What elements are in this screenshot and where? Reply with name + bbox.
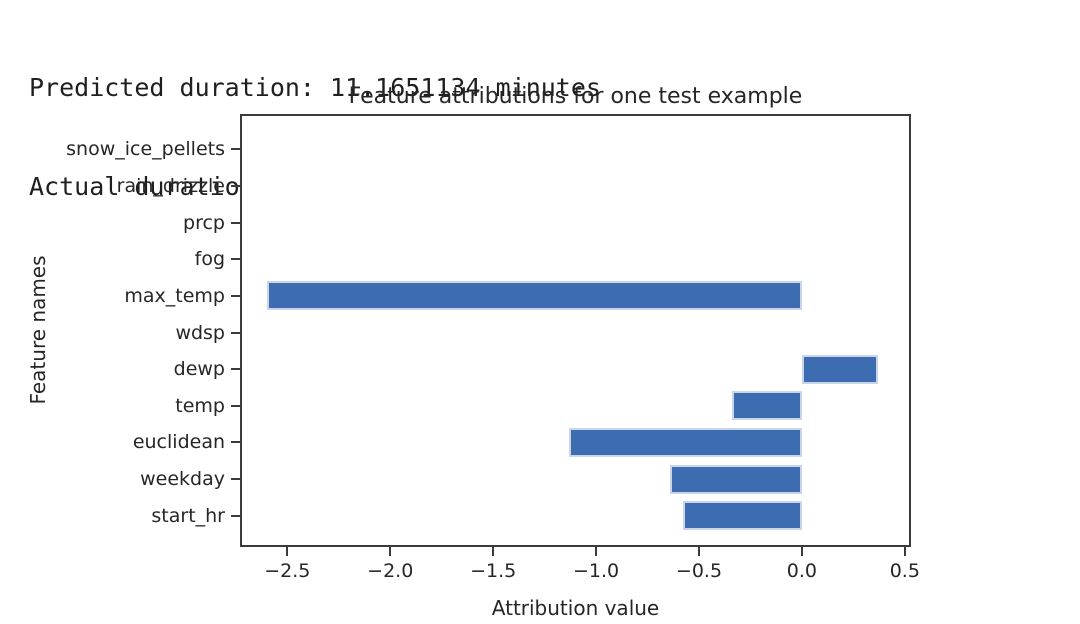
- x-tick-mark: [697, 547, 700, 556]
- y-tick-label: weekday: [140, 468, 225, 491]
- bar-temp: [731, 391, 802, 421]
- y-tick-mark: [231, 294, 240, 297]
- y-tick-label: fog: [194, 248, 225, 271]
- x-tick-mark: [595, 547, 598, 556]
- chart-title: Feature attributions for one test exampl…: [348, 84, 803, 109]
- y-tick-mark: [231, 404, 240, 407]
- bar-euclidean: [569, 427, 802, 457]
- x-tick-label: −0.5: [675, 560, 723, 582]
- x-tick-label: −2.0: [367, 560, 414, 582]
- bar-max_temp: [266, 281, 802, 311]
- predicted-duration-text: Predicted duration: 11.1651134 minutes: [29, 73, 601, 102]
- y-tick-label: start_hr: [151, 504, 225, 527]
- x-axis-label: Attribution value: [491, 596, 660, 620]
- y-tick-label: max_temp: [124, 284, 225, 307]
- y-axis-label: Feature names: [26, 255, 50, 405]
- x-tick-label: −1.5: [470, 560, 517, 582]
- y-tick-label: rain_drizzle: [116, 174, 225, 197]
- y-tick-label: snow_ice_pellets: [66, 138, 225, 161]
- x-tick-mark: [286, 547, 289, 556]
- bar-dewp: [801, 354, 879, 384]
- plot-area: [240, 114, 911, 547]
- y-tick-label: euclidean: [132, 431, 225, 454]
- y-tick-label: dewp: [173, 358, 225, 381]
- y-tick-mark: [231, 184, 240, 187]
- x-tick-mark: [389, 547, 392, 556]
- y-tick-label: wdsp: [175, 321, 225, 344]
- y-tick-mark: [231, 514, 240, 517]
- feature-attribution-chart: Feature attributions for one test exampl…: [0, 72, 1080, 624]
- y-tick-mark: [231, 441, 240, 444]
- y-tick-mark: [231, 368, 240, 371]
- y-tick-mark: [231, 148, 240, 151]
- x-tick-mark: [800, 547, 803, 556]
- x-tick-label: 0.5: [889, 560, 920, 582]
- y-tick-label: prcp: [183, 211, 225, 234]
- x-tick-label: −2.5: [264, 560, 311, 582]
- x-tick-mark: [492, 547, 495, 556]
- bar-start_hr: [682, 501, 802, 531]
- y-tick-mark: [231, 478, 240, 481]
- x-tick-mark: [903, 547, 906, 556]
- bar-weekday: [670, 464, 802, 494]
- x-tick-label: −1.0: [573, 560, 620, 582]
- x-tick-label: 0.0: [786, 560, 818, 582]
- y-tick-mark: [231, 221, 240, 224]
- y-tick-label: temp: [175, 394, 225, 417]
- y-tick-mark: [231, 331, 240, 334]
- y-tick-mark: [231, 258, 240, 261]
